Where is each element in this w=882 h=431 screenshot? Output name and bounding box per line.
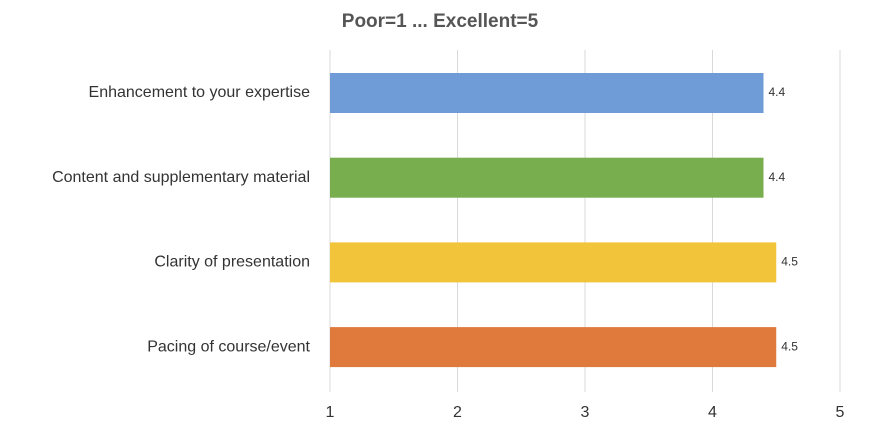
y-tick-label: Content and supplementary material (52, 169, 310, 186)
y-tick-label: Pacing of course/event (147, 338, 310, 355)
value-label: 4.5 (781, 255, 798, 269)
x-tick-label: 3 (581, 404, 590, 421)
chart-title: Poor=1 ... Excellent=5 (342, 11, 539, 32)
x-tick-label: 5 (836, 404, 845, 421)
value-label: 4.5 (781, 339, 798, 353)
value-label: 4.4 (769, 170, 786, 184)
x-tick-label: 2 (453, 404, 462, 421)
value-label: 4.4 (769, 85, 786, 99)
bar (330, 327, 777, 368)
y-tick-label: Enhancement to your expertise (89, 84, 311, 101)
bar (330, 157, 764, 198)
x-tick-label: 4 (708, 404, 717, 421)
bar (330, 242, 777, 283)
y-tick-label: Clarity of presentation (154, 254, 310, 271)
bar (330, 73, 764, 113)
x-tick-label: 1 (326, 404, 335, 421)
